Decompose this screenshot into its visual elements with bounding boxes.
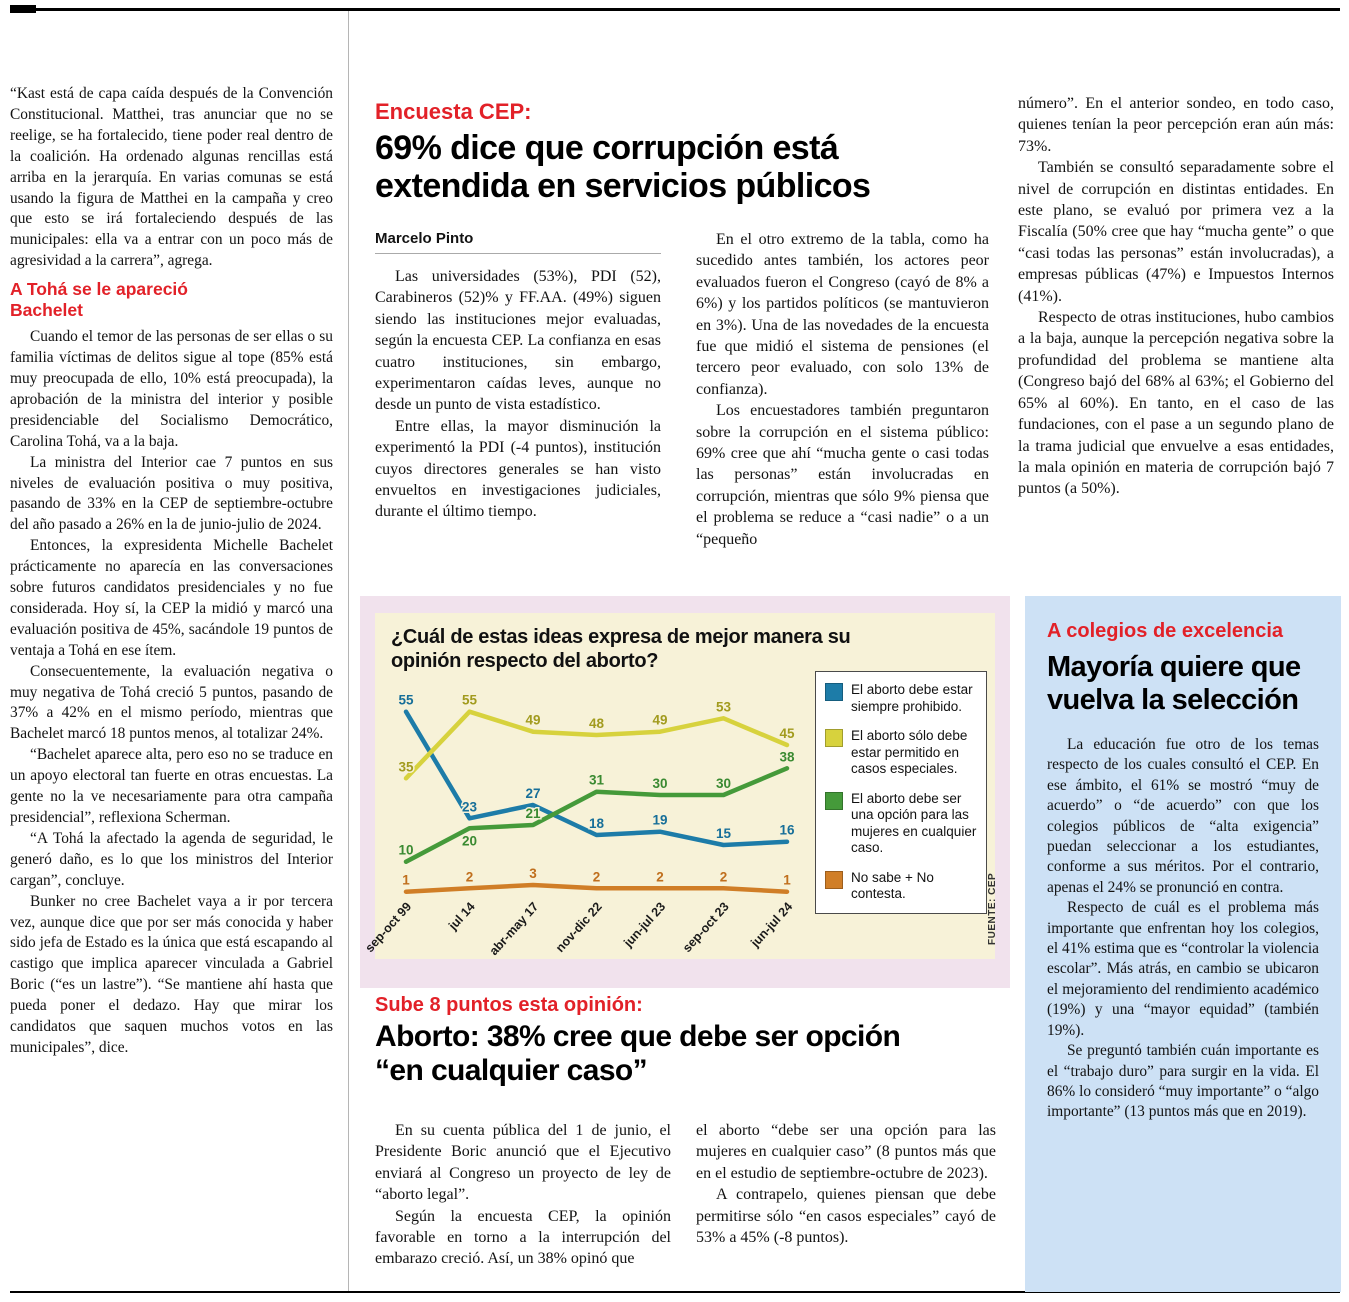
paragraph: Entre ellas, la mayor disminución la exp… [375, 417, 661, 521]
legend-item: El aborto debe ser una opción para las m… [825, 791, 977, 857]
data-label: 10 [398, 843, 413, 858]
chart-line-series-1 [403, 709, 790, 781]
article-column-3: número”. En el anterior sondeo, en todo … [1018, 93, 1334, 500]
article-column-1: Las universidades (53%), PDI (52), Carab… [375, 266, 661, 523]
toha-bachelet-heading: A Tohá se le apareció Bachelet [10, 279, 188, 321]
paragraph: Se preguntó también cuán importante es e… [1047, 1042, 1319, 1121]
paragraph: También se consultó separadamente sobre … [1018, 159, 1334, 305]
legend-swatch-orange [825, 870, 843, 889]
legend-swatch-green [825, 791, 843, 810]
chart-source: FUENTE: CEP [987, 872, 998, 945]
left-column-toha-article: “Kast está de capa caída después de la C… [10, 84, 333, 1059]
data-label: 55 [462, 693, 478, 708]
paragraph: número”. En el anterior sondeo, en todo … [1018, 95, 1334, 155]
paragraph: La educación fue otro de los temas respe… [1047, 736, 1319, 896]
paragraph: Consecuentemente, la evaluación negativa… [10, 662, 333, 743]
legend-swatch-yellow [825, 729, 843, 747]
article-kicker: A colegios de excelencia [1047, 620, 1284, 642]
data-label: 31 [589, 773, 605, 788]
data-label: 53 [716, 699, 732, 714]
data-label: 55 [398, 693, 414, 708]
data-label: 21 [525, 806, 541, 821]
article-kicker: Encuesta CEP: [375, 99, 532, 124]
chart-line-series-0 [403, 709, 790, 848]
paragraph: Respecto de otras instituciones, hubo ca… [1018, 309, 1334, 498]
legend-swatch-blue [825, 683, 843, 701]
abortion-chart-section: ¿Cuál de estas ideas expresa de mejor ma… [360, 596, 1010, 988]
paragraph: Cuando el temor de las personas de ser e… [10, 328, 333, 450]
legend-label: No sabe + No contesta. [851, 869, 934, 902]
byline-rule [375, 253, 661, 254]
data-label: 27 [525, 786, 540, 801]
data-label: 1 [402, 873, 410, 888]
legend-item: El aborto debe estar siempre prohibido. [825, 682, 977, 715]
data-label: 3 [529, 866, 537, 881]
x-tick-label: sep-oct 99 [362, 900, 414, 955]
bottom-rule [10, 1291, 1340, 1293]
article-headline: Aborto: 38% cree que debe ser opción “en… [375, 1020, 901, 1087]
article-kicker: Sube 8 puntos esta opinión: [375, 994, 643, 1016]
paragraph: Las universidades (53%), PDI (52), Carab… [375, 268, 661, 414]
paragraph: “A Tohá la afectado la agenda de segurid… [10, 829, 333, 889]
data-label: 49 [525, 713, 540, 728]
article-column-1: En su cuenta pública del 1 de junio, el … [375, 1120, 671, 1270]
chart-legend: El aborto debe estar siempre prohibido. … [815, 671, 987, 914]
data-label: 16 [779, 823, 795, 838]
abortion-opinion-line-chart: 5535101552320249272134831182493019253301… [362, 691, 796, 958]
data-label: 45 [779, 726, 795, 741]
data-label: 38 [779, 749, 795, 764]
legend-item: El aborto sólo debe estar permitido en c… [825, 728, 977, 778]
data-label: 30 [652, 776, 667, 791]
data-label: 49 [652, 713, 667, 728]
paragraph: Bunker no cree Bachelet vaya a ir por te… [10, 892, 333, 1056]
data-label: 1 [783, 873, 791, 888]
article-column-2: En el otro extremo de la tabla, como ha … [696, 229, 989, 550]
chart-title: ¿Cuál de estas ideas expresa de mejor ma… [391, 626, 851, 672]
paragraph: Según la encuesta CEP, la opinión favora… [375, 1207, 671, 1268]
paragraph: Los encuestadores también preguntaron so… [696, 402, 989, 548]
data-label: 30 [716, 776, 731, 791]
top-rule [10, 8, 1340, 11]
paragraph: En su cuenta pública del 1 de junio, el … [375, 1122, 671, 1204]
data-label: 2 [593, 869, 601, 884]
x-tick-label: jun-jul 23 [620, 900, 668, 951]
data-label: 35 [398, 759, 414, 774]
x-tick-label: nov-dic 22 [553, 900, 605, 955]
data-label: 2 [656, 869, 664, 884]
chart-line-series-2 [403, 766, 790, 864]
data-label: 23 [462, 799, 478, 814]
column-divider [348, 11, 349, 1291]
x-tick-label: jun-jul 24 [747, 900, 795, 951]
article-column-2: el aborto “debe ser una opción para las … [696, 1120, 996, 1248]
chart-panel: ¿Cuál de estas ideas expresa de mejor ma… [362, 613, 998, 959]
paragraph: Respecto de cuál es el problema más impo… [1047, 899, 1319, 1039]
article-headline: Mayoría quiere que vuelva la selección [1047, 651, 1301, 716]
education-sidebar-article: A colegios de excelencia Mayoría quiere … [1025, 596, 1341, 1292]
paragraph: “Bachelet aparece alta, pero eso no se t… [10, 746, 333, 826]
paragraph: “Kast está de capa caída después de la C… [10, 85, 333, 270]
paragraph: En el otro extremo de la tabla, como ha … [696, 231, 989, 398]
data-label: 2 [466, 869, 474, 884]
paragraph: Entonces, la expresidenta Michelle Bache… [10, 537, 333, 659]
article-byline: Marcelo Pinto [375, 230, 474, 247]
data-label: 20 [462, 833, 477, 848]
legend-label: El aborto sólo debe estar permitido en c… [851, 728, 968, 776]
article-headline: 69% dice que corrupción está extendida e… [375, 129, 871, 205]
data-label: 18 [589, 816, 605, 831]
data-label: 48 [589, 716, 605, 731]
chart-line-series-3 [403, 882, 790, 894]
data-label: 2 [720, 869, 728, 884]
data-label: 19 [652, 813, 667, 828]
legend-item: No sabe + No contesta. [825, 870, 977, 903]
legend-label: El aborto debe ser una opción para las m… [851, 790, 977, 856]
paragraph: La ministra del Interior cae 7 puntos en… [10, 453, 333, 534]
paragraph: el aborto “debe ser una opción para las … [696, 1122, 996, 1182]
data-label: 15 [716, 826, 732, 841]
x-tick-label: jul 14 [445, 900, 477, 934]
legend-label: El aborto debe estar siempre prohibido. [851, 682, 973, 714]
paragraph: A contrapelo, quienes piensan que debe p… [696, 1186, 996, 1247]
x-tick-label: sep-oct 23 [680, 900, 732, 955]
x-tick-label: abr-may 17 [487, 900, 542, 958]
